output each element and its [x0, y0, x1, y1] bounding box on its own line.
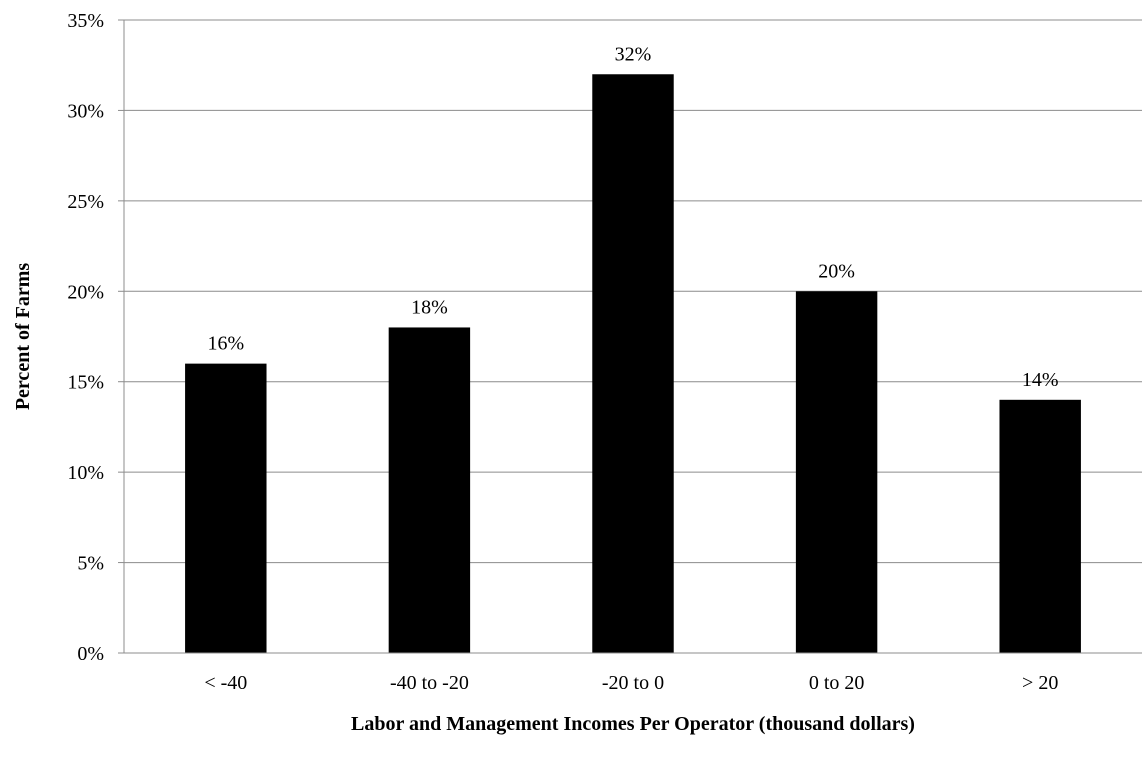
y-axis-tick-labels: 0% 5% 10% 15% 20% 25% 30% 35%: [67, 10, 104, 665]
bar: [592, 74, 674, 653]
data-label: 18%: [411, 296, 448, 318]
y-tick-label: 15%: [67, 372, 104, 394]
x-category-label: < -40: [204, 672, 247, 694]
data-labels: 16% 18% 32% 20% 14%: [207, 43, 1058, 391]
y-axis-title: Percent of Farms: [12, 263, 34, 411]
data-label: 32%: [615, 43, 652, 65]
x-category-label: > 20: [1022, 672, 1058, 694]
data-label: 14%: [1022, 369, 1059, 391]
bar: [999, 399, 1081, 653]
x-category-label: -40 to -20: [390, 672, 469, 694]
y-tick-label: 0%: [77, 643, 104, 665]
bar: [388, 327, 471, 653]
y-tick-label: 10%: [67, 462, 104, 484]
y-tick-label: 35%: [67, 10, 104, 32]
x-category-label: -20 to 0: [602, 672, 664, 694]
bar: [185, 363, 267, 653]
y-tick-label: 25%: [67, 191, 104, 213]
y-tick-label: 5%: [77, 553, 104, 575]
y-tick-label: 20%: [67, 281, 104, 303]
x-axis-title: Labor and Management Incomes Per Operato…: [351, 713, 915, 735]
x-category-label: 0 to 20: [809, 672, 865, 694]
data-label: 20%: [818, 260, 855, 282]
data-label: 16%: [207, 333, 244, 355]
bars: [185, 74, 1081, 653]
bar: [795, 291, 878, 653]
x-axis-category-labels: < -40 -40 to -20 -20 to 0 0 to 20 > 20: [204, 672, 1058, 694]
y-tick-label: 30%: [67, 100, 104, 122]
